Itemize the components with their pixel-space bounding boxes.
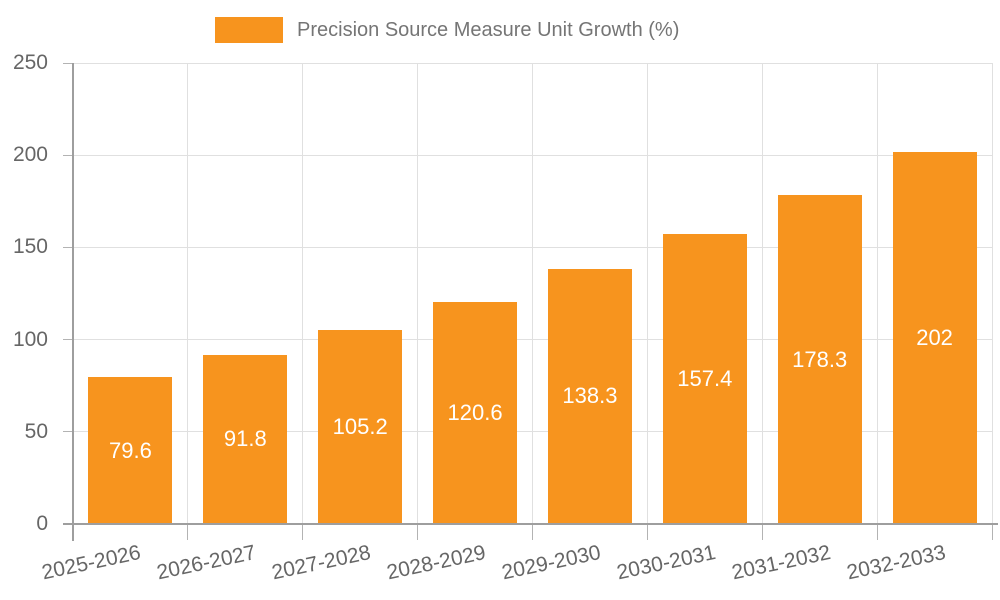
bar — [318, 330, 403, 524]
x-gridline — [532, 63, 533, 524]
x-gridline — [302, 63, 304, 524]
x-gridline — [991, 63, 993, 524]
bar-value-label: 120.6 — [447, 399, 503, 425]
y-axis-tick — [63, 431, 73, 433]
x-axis-tick — [761, 524, 763, 540]
bar-value-label: 138.3 — [562, 383, 618, 409]
y-axis-tick — [63, 246, 73, 248]
x-axis-tick — [876, 524, 878, 540]
bar — [433, 301, 518, 524]
x-axis-tick — [532, 524, 533, 540]
bar-value-label: 91.8 — [223, 426, 267, 452]
x-axis-tick — [646, 524, 648, 540]
y-axis-tick — [63, 62, 73, 64]
x-gridline — [761, 63, 763, 524]
bar — [88, 377, 173, 524]
x-axis-line — [63, 523, 998, 525]
y-axis-tick-label: 100 — [12, 327, 48, 351]
y-axis-tick-label: 50 — [24, 419, 48, 443]
x-axis-tick — [417, 524, 419, 540]
bar — [892, 151, 977, 524]
x-gridline — [187, 63, 189, 524]
y-axis-line — [71, 63, 74, 541]
bar — [203, 354, 288, 524]
y-axis-tick-label: 200 — [12, 143, 48, 167]
bar-value-label: 105.2 — [332, 414, 388, 439]
x-axis-tick — [991, 524, 993, 540]
bar-value-label: 79.6 — [109, 437, 152, 463]
y-axis-tick-label: 250 — [12, 51, 48, 74]
chart-legend[interactable]: Precision Source Measure Unit Growth (%) — [215, 17, 679, 43]
x-axis-tick — [187, 524, 189, 540]
bar-value-label: 157.4 — [677, 365, 733, 391]
legend-color-swatch — [215, 17, 283, 43]
x-gridline — [646, 63, 648, 524]
y-axis-tick-label: 0 — [36, 512, 48, 535]
x-gridline — [417, 63, 419, 524]
x-gridline — [876, 63, 878, 524]
bar — [777, 195, 862, 524]
x-axis-tick — [302, 524, 304, 540]
bar-value-label: 202 — [916, 324, 953, 350]
bar-value-label: 178.3 — [792, 346, 848, 372]
y-axis-tick-label: 150 — [12, 235, 48, 259]
legend-label: Precision Source Measure Unit Growth (%) — [297, 18, 680, 41]
y-axis-tick — [63, 339, 73, 341]
y-axis-tick — [63, 154, 73, 156]
bar — [547, 268, 632, 524]
bar — [662, 233, 747, 524]
